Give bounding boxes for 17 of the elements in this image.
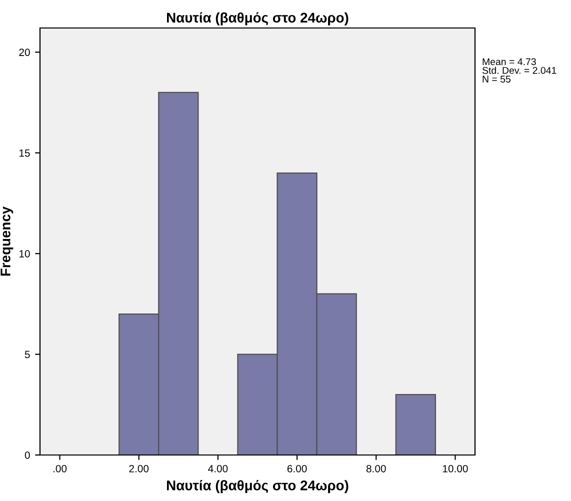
x-tick-label: 6.00: [287, 464, 307, 472]
y-tick-label: 15: [19, 149, 30, 157]
x-tick-label: .00: [53, 464, 67, 472]
text: Std. Dev. = 2.041: [482, 66, 556, 74]
y-axis-title: Frequency: [0, 206, 14, 276]
y-tick-label: 10: [19, 250, 30, 258]
chart-title: Ναυτία (βαθμός στο 24ωρο): [167, 12, 348, 26]
x-tick-label: 4.00: [208, 464, 228, 472]
text: Mean = 4.73: [482, 58, 536, 66]
y-tick-label: 5: [24, 350, 30, 358]
y-tick-label: 20: [19, 48, 30, 56]
text: N = 55: [482, 76, 511, 83]
y-tick-label: 0: [24, 452, 30, 459]
x-axis-title: Ναυτία (βαθμός στο 24ωρο): [167, 480, 348, 494]
x-tick-label: 10.00: [442, 464, 468, 472]
x-tick-label: 8.00: [366, 464, 386, 472]
x-tick-label: 2.00: [129, 464, 149, 472]
